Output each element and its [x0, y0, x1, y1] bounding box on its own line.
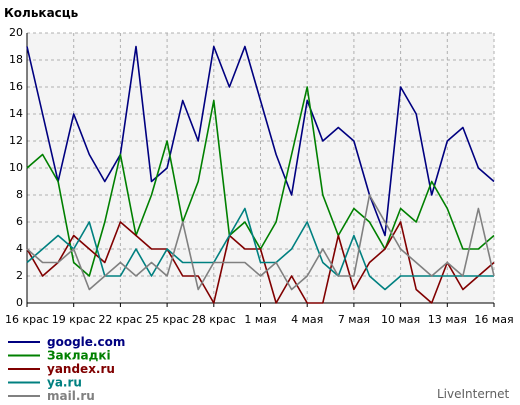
x-tick-label: 22 крас: [98, 313, 142, 326]
watermark-label: LiveInternet: [437, 387, 509, 401]
legend-label: mail.ru: [47, 389, 95, 403]
y-tick-label: 14: [9, 107, 23, 120]
y-tick-label: 12: [9, 134, 23, 147]
y-axis-label: Колькасць: [4, 6, 79, 20]
legend-label: Закладкі: [47, 349, 111, 363]
legend-label: ya.ru: [47, 376, 82, 390]
y-tick-label: 4: [16, 242, 23, 255]
y-tick-label: 18: [9, 53, 23, 66]
y-tick-label: 8: [16, 188, 23, 201]
x-tick-label: 1 мая: [244, 313, 276, 326]
x-tick-label: 25 крас: [145, 313, 189, 326]
y-tick-label: 16: [9, 80, 23, 93]
legend-label: google.com: [47, 335, 125, 349]
y-tick-label: 2: [16, 269, 23, 282]
y-tick-label: 6: [16, 215, 23, 228]
y-tick-label: 20: [9, 26, 23, 39]
legend-label: yandex.ru: [47, 362, 115, 376]
x-tick-label: 16 мая: [474, 313, 513, 326]
y-tick-label: 10: [9, 161, 23, 174]
x-tick-label: 7 мая: [338, 313, 370, 326]
y-tick-labels: 0 2 4 6 8 10 12 14 16 18 20: [9, 26, 23, 309]
x-tick-label: 13 мая: [428, 313, 467, 326]
series-line-4: [26, 194, 495, 291]
x-tick-label: 28 крас: [192, 313, 236, 326]
series-line-2: [26, 221, 495, 304]
x-tick-label: 10 мая: [381, 313, 420, 326]
x-tick-label: 16 крас: [5, 313, 49, 326]
x-tick-labels: 16 крас 19 крас 22 крас 25 крас 28 крас 1 мая…: [5, 313, 514, 326]
series-line-0: [26, 45, 495, 237]
series-lines: [26, 45, 495, 304]
x-tick-label: 4 мая: [291, 313, 323, 326]
y-tick-label: 0: [16, 296, 23, 309]
x-tick-label: 19 крас: [52, 313, 96, 326]
